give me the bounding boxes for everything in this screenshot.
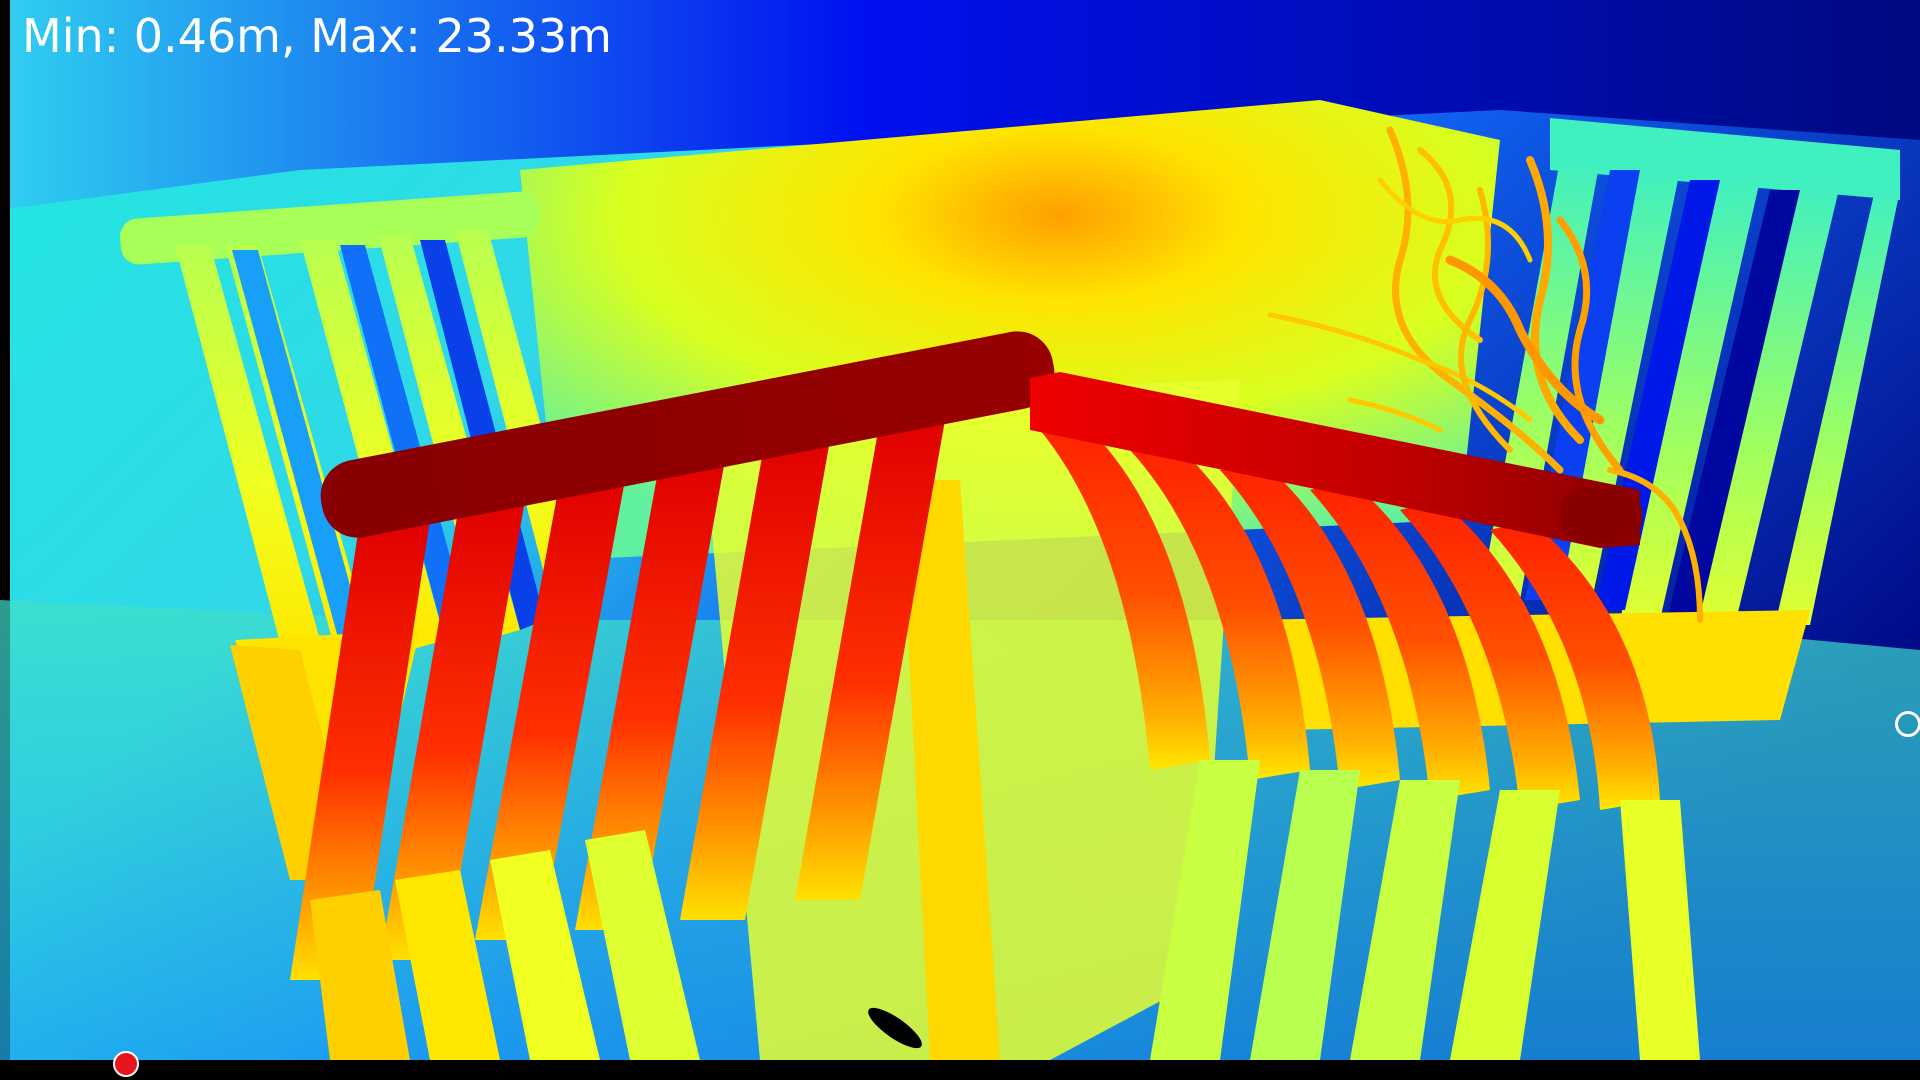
- left-border: [0, 0, 10, 1080]
- chair-left: [120, 191, 595, 880]
- plant: [1267, 126, 1703, 623]
- bench-left-beam: [320, 331, 1055, 538]
- depth-hole: [868, 1007, 922, 1049]
- red-point-marker: [113, 1051, 139, 1077]
- bottom-border: [0, 1060, 1920, 1080]
- outline-point-marker: [1895, 711, 1920, 737]
- depth-range-label: Min: 0.46m, Max: 23.33m: [22, 9, 612, 63]
- bench-left-legs: [290, 420, 945, 1060]
- bench-right-beam: [1030, 372, 1642, 548]
- background-far: [0, 0, 1920, 210]
- table-pedestal: [900, 480, 1000, 1060]
- bench-right-legs: [1040, 420, 1700, 1060]
